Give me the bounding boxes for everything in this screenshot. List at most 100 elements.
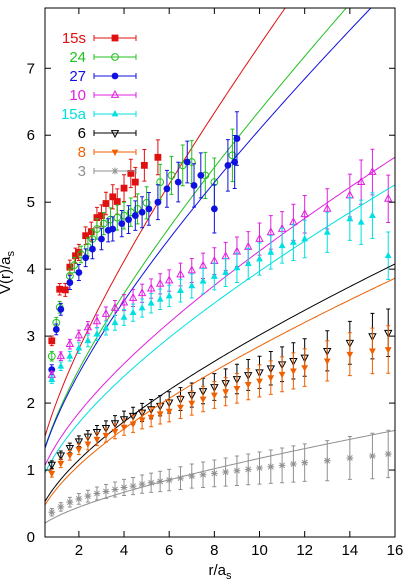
data-point (231, 158, 239, 166)
data-point (146, 283, 156, 292)
data-point (101, 308, 111, 317)
data-point (188, 472, 196, 480)
x-tick-label: 2 (75, 542, 83, 559)
data-point (222, 268, 230, 275)
data-point (57, 460, 65, 468)
fit-line-15s (45, 8, 286, 437)
x-tick-label: 8 (210, 542, 218, 559)
data-point (57, 362, 65, 369)
data-point (77, 250, 86, 259)
data-point (57, 503, 65, 511)
legend-label: 15a (61, 106, 87, 123)
data-point (111, 318, 119, 326)
legend-label: 8 (78, 144, 86, 161)
legend-item-8: 8 (78, 144, 137, 161)
data-point (52, 326, 60, 333)
data-point (133, 204, 142, 213)
x-axis-label: r/as (208, 562, 232, 582)
data-point (74, 438, 84, 447)
data-point (93, 330, 101, 337)
data-point (102, 432, 110, 440)
data-point (93, 490, 101, 497)
data-point (368, 166, 377, 175)
plot-area (45, 8, 395, 524)
error-bar (169, 155, 174, 195)
data-point (84, 441, 92, 448)
data-point (323, 457, 331, 465)
data-point (178, 161, 187, 170)
y-tick-label: 0 (27, 529, 35, 546)
data-point (233, 135, 241, 142)
data-point (256, 255, 263, 262)
data-point (138, 480, 146, 488)
data-point (156, 411, 164, 418)
error-bar (158, 163, 163, 201)
data-point (109, 225, 117, 233)
data-point (255, 233, 264, 242)
data-point (93, 225, 101, 233)
data-point (102, 488, 110, 495)
data-point (165, 291, 173, 299)
data-point (199, 396, 207, 404)
data-point (163, 185, 171, 193)
data-point (256, 378, 263, 385)
data-point (188, 400, 196, 408)
data-point (98, 212, 105, 219)
x-tick-label: 12 (296, 542, 313, 559)
x-tick-label: 16 (387, 542, 404, 559)
data-point (267, 463, 275, 471)
data-point (174, 178, 182, 186)
data-point (346, 351, 354, 359)
data-point (222, 389, 230, 396)
fit-line-8 (45, 277, 395, 506)
y-tick-label: 6 (27, 127, 35, 144)
data-point (278, 371, 286, 379)
data-point (119, 297, 129, 306)
legend-sample-line (93, 130, 137, 136)
data-point (177, 404, 184, 412)
data-point (102, 200, 110, 207)
data-point (140, 161, 148, 169)
data-point (75, 249, 83, 256)
data-point (66, 263, 74, 271)
data-point (188, 281, 196, 289)
data-point (190, 182, 198, 189)
data-point (102, 324, 110, 331)
legend-item-27: 27 (69, 68, 137, 85)
error-bar (94, 218, 99, 240)
series-3 (45, 429, 395, 524)
data-point (278, 241, 286, 249)
data-point (126, 208, 135, 217)
legend-item-3: 3 (78, 163, 137, 180)
data-point (70, 261, 79, 270)
data-point (167, 171, 176, 180)
data-point (165, 476, 173, 484)
legend-sample-line (93, 92, 137, 98)
data-point (83, 433, 93, 442)
data-point (356, 177, 366, 185)
data-point (65, 445, 75, 454)
data-point (120, 313, 128, 320)
y-axis-label: V(r)/as (0, 251, 17, 295)
data-point (89, 245, 96, 253)
data-point (267, 375, 275, 382)
data-point (323, 358, 331, 365)
data-point (93, 436, 101, 444)
data-point (224, 161, 232, 169)
data-point (210, 392, 218, 400)
data-point (165, 408, 173, 416)
legend-marker (111, 149, 119, 156)
data-point (300, 209, 309, 218)
data-point (176, 269, 185, 278)
data-point (128, 292, 138, 301)
data-point (66, 352, 74, 359)
legend-item-15a: 15a (61, 106, 137, 123)
error-bar (144, 186, 149, 220)
data-point (66, 279, 74, 286)
data-point (61, 286, 69, 294)
legend-item-15s: 15s (62, 30, 137, 47)
data-point (147, 299, 155, 306)
data-point (244, 381, 252, 389)
data-point (210, 205, 218, 213)
